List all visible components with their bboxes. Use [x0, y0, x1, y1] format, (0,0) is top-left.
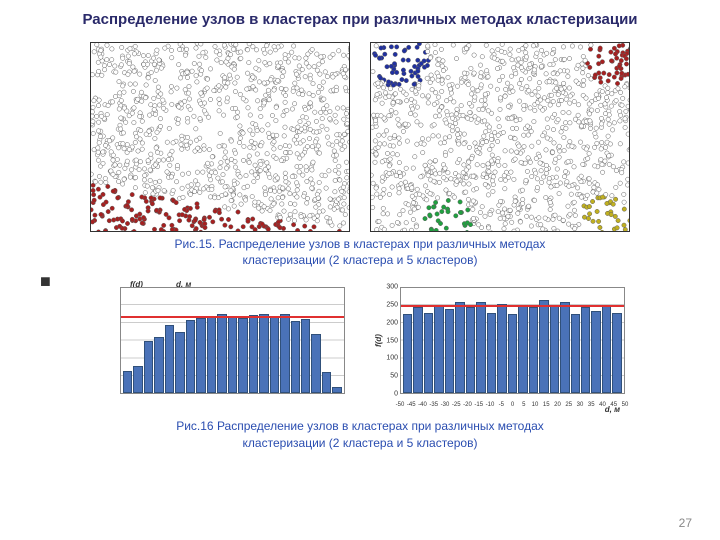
- y-tick: 100: [386, 355, 398, 362]
- bar: [259, 314, 268, 393]
- x-tick: -30: [441, 402, 450, 408]
- bar: [571, 314, 580, 393]
- y-tick: 300: [386, 284, 398, 291]
- page-title: Распределение узлов в кластерах при разл…: [0, 0, 720, 34]
- x-tick: 15: [543, 402, 550, 408]
- bar: [228, 316, 237, 393]
- x-tick: -25: [452, 402, 461, 408]
- y-tick: 200: [386, 319, 398, 326]
- bar: [123, 371, 132, 393]
- x-tick: -5: [499, 402, 504, 408]
- x-tick: 20: [554, 402, 561, 408]
- x-tick: 45: [610, 402, 617, 408]
- y-tick: 50: [390, 373, 398, 380]
- x-tick: 40: [599, 402, 606, 408]
- x-tick: -40: [418, 402, 427, 408]
- bar: [455, 302, 464, 393]
- bar: [332, 387, 341, 393]
- bar: [445, 309, 454, 393]
- bar: [476, 302, 485, 393]
- bar: [270, 317, 279, 393]
- bar: [249, 315, 258, 393]
- bar: [550, 306, 559, 394]
- x-tick: -20: [463, 402, 472, 408]
- x-tick: -35: [429, 402, 438, 408]
- caption-line: Рис.16 Распределение узлов в кластерах п…: [176, 419, 544, 433]
- bar: [434, 306, 443, 394]
- bar: [311, 334, 320, 393]
- bar: [403, 314, 412, 393]
- page-number: 27: [679, 516, 692, 530]
- x-tick: 10: [532, 402, 539, 408]
- x-tick: -50: [396, 402, 405, 408]
- y-tick: 250: [386, 301, 398, 308]
- x-tick: 30: [577, 402, 584, 408]
- y-tick: 0: [394, 391, 398, 398]
- y-tick: 150: [386, 337, 398, 344]
- x-tick: -45: [407, 402, 416, 408]
- bar: [217, 314, 226, 393]
- bar: [186, 320, 195, 394]
- bar: [581, 307, 590, 393]
- caption-line: кластеризации (2 кластера и 5 кластеров): [243, 436, 478, 450]
- bar: [144, 341, 153, 394]
- bar: [238, 318, 247, 393]
- x-tick: 5: [522, 402, 525, 408]
- x-tick: 35: [588, 402, 595, 408]
- bar: [508, 314, 517, 393]
- reference-line: [401, 305, 624, 307]
- bar: [602, 306, 611, 394]
- bar: [487, 313, 496, 393]
- bar: [280, 314, 289, 393]
- bar: [529, 307, 538, 393]
- reference-line: [121, 316, 344, 318]
- bar-chart-right: f(d) d, м 050100150200250300-50-45-40-35…: [370, 282, 630, 412]
- bar-plot-area: [120, 287, 345, 394]
- bar: [154, 337, 163, 393]
- bar: [322, 372, 331, 393]
- bar: [612, 313, 621, 393]
- caption-line: Рис.15. Распределение узлов в кластерах …: [175, 237, 546, 251]
- bar: [539, 300, 548, 393]
- bar: [207, 316, 216, 393]
- scatter-row: [0, 42, 720, 232]
- bar: [175, 332, 184, 393]
- x-tick: 50: [622, 402, 629, 408]
- bar: [165, 325, 174, 393]
- bar-row: f(d) d, м f(d) d, м 050100150200250300-5…: [0, 282, 720, 412]
- figure-16-caption: Рис.16 Распределение узлов в кластерах п…: [60, 418, 660, 452]
- x-tick: 0: [511, 402, 514, 408]
- bar: [424, 313, 433, 393]
- ylabel: f(d): [374, 334, 383, 347]
- bar: [196, 318, 205, 393]
- scatter-right-5-clusters: [370, 42, 630, 232]
- caption-line: кластеризации (2 кластера и 5 кластеров): [243, 253, 478, 267]
- bar-chart-left: f(d) d, м: [90, 282, 350, 412]
- scatter-left-2-clusters: [90, 42, 350, 232]
- figure-15-caption: Рис.15. Распределение узлов в кластерах …: [60, 236, 660, 270]
- bar: [291, 321, 300, 393]
- x-tick: 25: [565, 402, 572, 408]
- bar: [301, 319, 310, 393]
- bar: [466, 307, 475, 393]
- bar-plot-area: [400, 287, 625, 394]
- bar: [591, 311, 600, 393]
- bar: [518, 306, 527, 394]
- x-tick: -15: [474, 402, 483, 408]
- x-tick: -10: [486, 402, 495, 408]
- bar: [497, 304, 506, 393]
- bar: [413, 307, 422, 393]
- bar: [133, 366, 142, 393]
- bar: [560, 302, 569, 393]
